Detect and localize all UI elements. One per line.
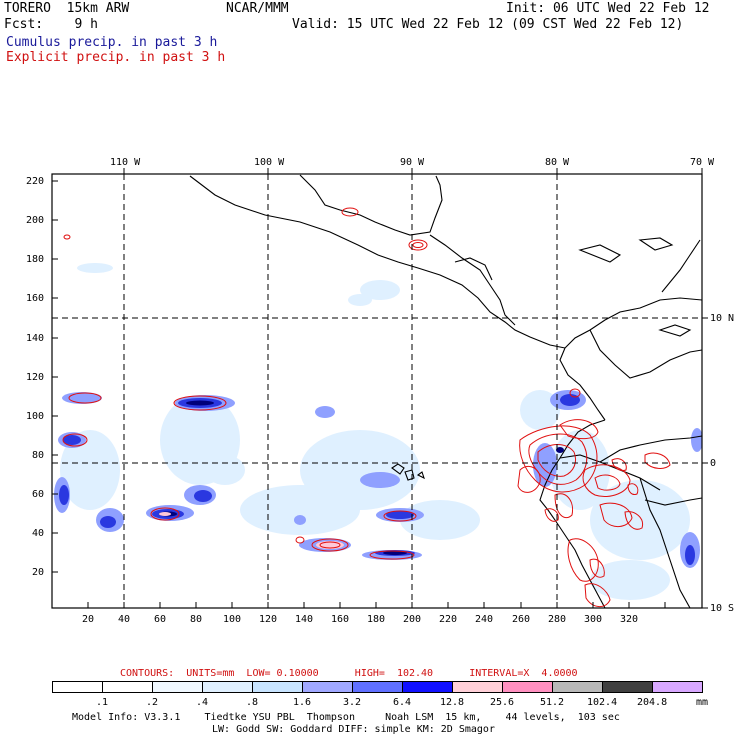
lat-label-10s: 10 S — [710, 603, 735, 614]
top-ticks — [123, 168, 703, 174]
colorbar-label: 25.6 — [490, 697, 515, 708]
colorbar-label: 1.6 — [293, 697, 312, 708]
colorbar-swatch — [202, 681, 253, 693]
valid-time: Valid: 15 UTC Wed 22 Feb 12 (09 CST Wed … — [292, 17, 684, 32]
left-ticks — [52, 180, 58, 573]
init-time: Init: 06 UTC Wed 22 Feb 12 — [506, 1, 710, 16]
x-grid-label: 40 — [118, 614, 131, 625]
colorbar-swatch — [52, 681, 103, 693]
y-grid-label: 100 — [26, 411, 45, 422]
x-grid-label: 160 — [331, 614, 350, 625]
colorbar-label: .1 — [96, 697, 109, 708]
y-grid-label: 40 — [32, 528, 45, 539]
x-grid-label: 280 — [548, 614, 567, 625]
map-content — [52, 174, 702, 608]
y-grid-label: 160 — [26, 293, 45, 304]
colorbar-label: .2 — [146, 697, 159, 708]
lon-label-80w: 80 W — [545, 157, 570, 168]
colorbar-swatch — [652, 681, 703, 693]
colorbar-label: 102.4 — [587, 697, 618, 708]
lon-label-110w: 110 W — [110, 157, 141, 168]
y-grid-label: 80 — [32, 450, 45, 461]
lon-label-100w: 100 W — [254, 157, 285, 168]
x-grid-label: 20 — [82, 614, 95, 625]
colorbar-swatch — [502, 681, 553, 693]
model-info-line2: LW: Godd SW: Goddard DIFF: simple KM: 2D… — [212, 724, 495, 735]
model-title: TORERO 15km ARW — [4, 1, 130, 16]
y-grid-label: 60 — [32, 489, 45, 500]
lon-label-70w: 70 W — [690, 157, 715, 168]
model-info-line1: Model Info: V3.3.1 Tiedtke YSU PBL Thomp… — [72, 712, 620, 723]
right-ticks — [702, 317, 708, 609]
y-grid-label: 180 — [26, 254, 45, 265]
x-grid-label: 200 — [403, 614, 422, 625]
cumulus-light-shading — [60, 263, 690, 600]
lat-label-0: 0 — [710, 458, 717, 469]
colorbar-swatch — [352, 681, 403, 693]
y-grid-label: 20 — [32, 567, 45, 578]
colorbar-unit: mm — [696, 697, 709, 708]
organization-label: NCAR/MMM — [226, 1, 289, 16]
x-grid-label: 100 — [223, 614, 242, 625]
y-grid-label: 120 — [26, 372, 45, 383]
colorbar-swatch — [552, 681, 603, 693]
x-grid-label: 240 — [475, 614, 494, 625]
x-grid-label: 60 — [154, 614, 167, 625]
colorbar-swatch — [602, 681, 653, 693]
lat-lon-gridlines — [52, 174, 702, 608]
explicit-precip-contours — [62, 207, 671, 607]
x-grid-label: 140 — [295, 614, 314, 625]
colorbar-swatch — [152, 681, 203, 693]
colorbar-swatch — [302, 681, 353, 693]
forecast-hour: Fcst: 9 h — [4, 17, 98, 32]
x-grid-label: 320 — [620, 614, 639, 625]
contours-info: CONTOURS: UNITS=mm LOW= 0.10000 HIGH= 10… — [120, 668, 578, 679]
colorbar-label: 6.4 — [393, 697, 412, 708]
x-grid-label: 80 — [190, 614, 203, 625]
x-grid-label: 220 — [439, 614, 458, 625]
coastlines — [189, 174, 702, 608]
colorbar-label: 204.8 — [637, 697, 668, 708]
x-grid-label: 180 — [367, 614, 386, 625]
y-grid-label: 220 — [26, 176, 45, 187]
colorbar-swatch — [102, 681, 153, 693]
explicit-field-label: Explicit precip. in past 3 h — [6, 50, 226, 65]
colorbar-label: 3.2 — [343, 697, 362, 708]
lat-label-10n: 10 N — [710, 313, 735, 324]
colorbar-swatch — [402, 681, 453, 693]
colorbar-swatch — [452, 681, 503, 693]
colorbar-swatch — [252, 681, 303, 693]
y-grid-label: 200 — [26, 215, 45, 226]
cumulus-field-label: Cumulus precip. in past 3 h — [6, 35, 218, 50]
colorbar-label: .8 — [246, 697, 259, 708]
x-grid-label: 300 — [584, 614, 603, 625]
colorbar-label: 12.8 — [440, 697, 465, 708]
x-grid-label: 120 — [259, 614, 278, 625]
lon-label-90w: 90 W — [400, 157, 425, 168]
colorbar-label: .4 — [196, 697, 209, 708]
y-grid-label: 140 — [26, 333, 45, 344]
x-grid-label: 260 — [512, 614, 531, 625]
bottom-ticks — [87, 602, 666, 608]
colorbar-label: 51.2 — [540, 697, 565, 708]
map-frame — [51, 173, 703, 609]
